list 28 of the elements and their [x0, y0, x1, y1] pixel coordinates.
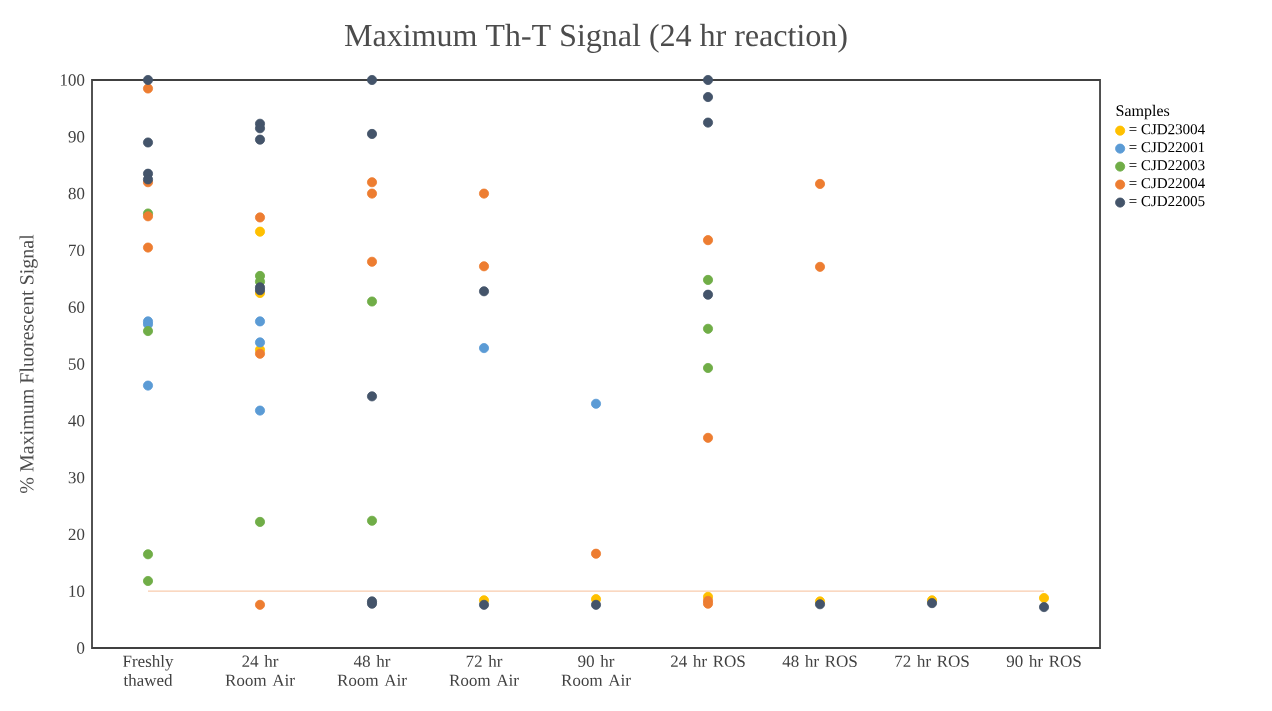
y-axis-title: % Maximum Fluorescent Signal	[19, 234, 38, 494]
x-tick-label: 72 hr Room Air	[449, 655, 519, 687]
x-tick-label: 24 hr Room Air	[225, 655, 295, 687]
x-tick-label: 24 hr ROS	[670, 655, 745, 668]
chart-title: Maximum Th-T Signal (24 hr reaction)	[344, 23, 847, 53]
y-tick-label: 0	[77, 642, 85, 654]
x-tick-label: 72 hr ROS	[895, 655, 969, 668]
legend-label: = CJD23004	[1129, 124, 1205, 135]
y-tick-label: 30	[68, 471, 85, 484]
legend-title: Samples	[1116, 104, 1170, 120]
x-tick-label: 48 hr ROS	[782, 655, 857, 668]
legend-label: = CJD22001	[1129, 142, 1205, 153]
y-tick-label: 40	[68, 415, 85, 427]
y-tick-label: 70	[69, 244, 85, 257]
y-tick-label: 100	[60, 74, 85, 86]
x-tick-label: Freshly thawed	[123, 655, 174, 687]
y-tick-label: 50	[68, 358, 85, 370]
y-tick-label: 60	[68, 301, 85, 313]
legend-label: = CJD22005	[1129, 196, 1205, 207]
x-tick-label: 90 hr Room Air	[561, 655, 631, 687]
x-tick-label: 90 hr ROS	[1006, 655, 1081, 668]
y-tick-label: 80	[68, 187, 85, 200]
legend-label: = CJD22004	[1129, 178, 1205, 189]
legend-label: = CJD22003	[1129, 160, 1205, 171]
y-tick-label: 10	[69, 585, 85, 597]
y-tick-label: 20	[68, 528, 85, 541]
x-tick-label: 48 hr Room Air	[337, 655, 407, 687]
y-tick-label: 90	[68, 131, 85, 143]
